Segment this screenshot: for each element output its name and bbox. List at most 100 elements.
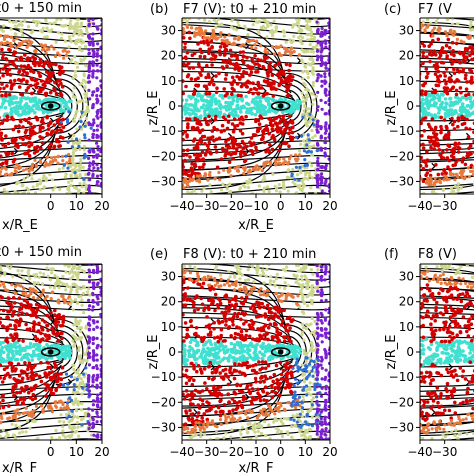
particle-point: [212, 126, 216, 130]
particle-point: [254, 146, 258, 150]
particle-point: [271, 134, 275, 138]
particle-point: [47, 146, 51, 150]
particle-point: [243, 160, 247, 164]
particle-point: [57, 140, 61, 144]
particle-point: [17, 181, 20, 184]
particle-point: [289, 197, 292, 200]
particle-point: [97, 109, 100, 112]
particle-point: [55, 41, 58, 44]
particle-point: [302, 100, 305, 103]
particle-point: [288, 157, 291, 160]
particle-point: [287, 144, 291, 148]
particle-point: [12, 206, 15, 209]
particle-point: [220, 130, 224, 134]
particle-point: [18, 85, 22, 89]
particle-point: [304, 26, 307, 29]
particle-point: [186, 26, 189, 29]
particle-point: [324, 42, 327, 45]
particle-point: [450, 154, 454, 158]
particle-point: [24, 143, 28, 147]
particle-point: [323, 75, 326, 78]
particle-point: [223, 49, 227, 53]
particle-point: [234, 167, 237, 170]
particle-point: [178, 109, 182, 113]
particle-point: [225, 144, 229, 148]
particle-point: [464, 110, 468, 114]
particle-point: [78, 148, 81, 151]
particle-point: [214, 118, 218, 122]
particle-point: [25, 136, 29, 140]
particle-point: [244, 115, 248, 119]
particle-point: [419, 164, 423, 168]
particle-point: [60, 32, 63, 35]
particle-point: [239, 129, 243, 133]
particle-point: [15, 46, 18, 49]
particle-point: [302, 178, 305, 181]
particle-point: [316, 168, 319, 171]
particle-point: [0, 87, 2, 91]
particle-point: [75, 39, 78, 42]
particle-point: [319, 147, 322, 150]
particle-point: [59, 110, 63, 114]
y-tick-label: −30: [151, 174, 176, 188]
particle-point: [80, 82, 83, 85]
particle-point: [95, 59, 98, 62]
particle-point: [465, 154, 469, 158]
particle-point: [424, 81, 428, 85]
particle-point: [297, 179, 300, 182]
particle-point: [75, 111, 78, 114]
particle-point: [218, 53, 222, 57]
particle-point: [232, 27, 235, 30]
particle-point: [441, 150, 445, 154]
particle-point: [211, 57, 215, 61]
particle-point: [75, 128, 78, 131]
particle-point: [87, 76, 90, 79]
particle-point: [31, 108, 35, 112]
particle-point: [178, 97, 182, 101]
particle-point: [232, 79, 236, 83]
particle-point: [223, 105, 227, 109]
particle-point: [470, 104, 474, 108]
particle-point: [203, 117, 207, 121]
particle-point: [256, 21, 259, 24]
particle-point: [319, 165, 322, 168]
particle-point: [74, 70, 77, 73]
particle-point: [470, 78, 474, 82]
particle-point: [39, 198, 42, 201]
particle-point: [241, 59, 245, 63]
particle-point: [285, 41, 288, 44]
x-tick-label: −10: [243, 199, 268, 213]
particle-point: [426, 171, 430, 175]
particle-point: [465, 87, 469, 91]
particle-point: [248, 169, 251, 172]
particle-point: [14, 20, 17, 23]
particle-point: [301, 92, 304, 95]
particle-point: [238, 77, 242, 81]
particle-point: [190, 220, 193, 223]
particle-point: [242, 54, 246, 58]
particle-point: [10, 87, 14, 91]
particle-point: [457, 142, 461, 146]
particle-point: [267, 65, 271, 69]
particle-point: [32, 185, 35, 188]
particle-point: [444, 86, 448, 90]
particle-point: [455, 89, 459, 93]
particle-point: [236, 67, 240, 71]
particle-point: [39, 182, 42, 185]
particle-point: [292, 39, 295, 42]
particle-point: [264, 112, 268, 116]
particle-point: [308, 161, 311, 164]
particle-point: [438, 51, 442, 55]
particle-point: [58, 67, 62, 71]
particle-point: [420, 134, 424, 138]
particle-point: [5, 118, 9, 122]
particle-point: [221, 147, 225, 151]
particle-point: [19, 20, 22, 23]
particle-point: [309, 186, 312, 189]
particle-point: [30, 77, 34, 81]
particle-point: [201, 157, 205, 161]
particle-point: [444, 30, 447, 33]
particle-point: [74, 148, 77, 151]
particle-point: [208, 216, 211, 219]
particle-point: [184, 178, 187, 181]
